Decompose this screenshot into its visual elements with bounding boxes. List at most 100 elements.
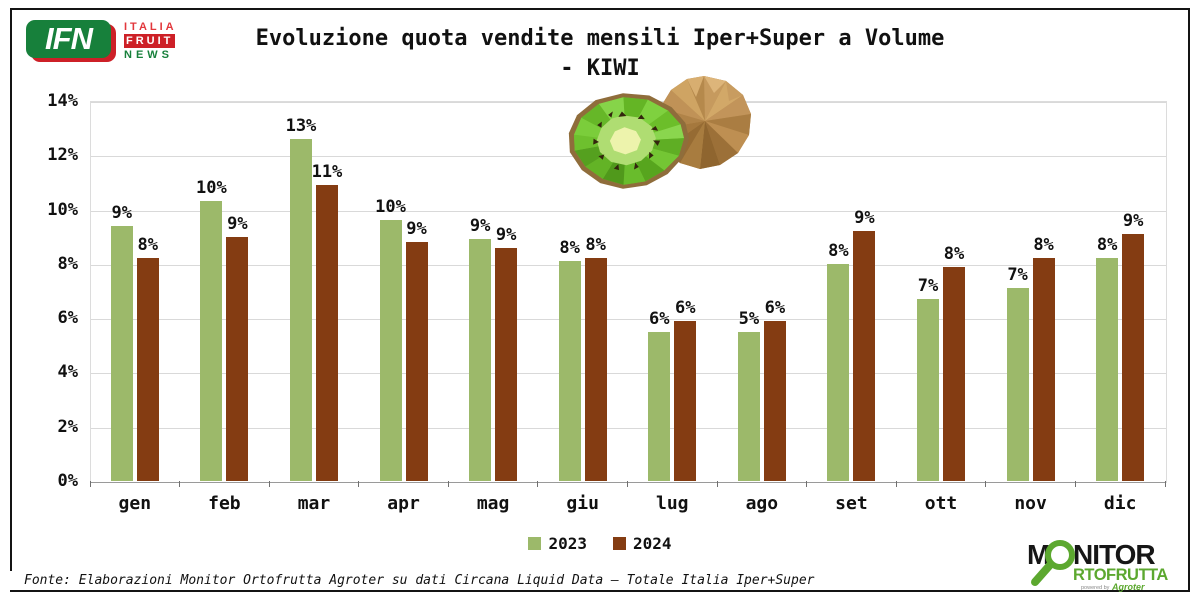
bar-group-ott: 7% 8% xyxy=(896,101,986,481)
magnifier-icon xyxy=(1045,540,1075,570)
bar-label-2023-apr: 10% xyxy=(375,197,406,218)
gridline xyxy=(91,210,1166,212)
x-axis-tick xyxy=(1074,481,1076,487)
x-axis-label-dic: dic xyxy=(1103,493,1137,514)
bar-2024-ott xyxy=(942,266,965,481)
bar-2023-dic xyxy=(1096,258,1119,481)
x-axis-tick xyxy=(627,481,628,487)
kiwi-illustration-icon xyxy=(568,76,751,189)
bar-label-2023-set: 8% xyxy=(828,240,849,261)
legend-item-2023: 2023 xyxy=(528,534,587,553)
x-axis-label-mar: mar xyxy=(297,493,331,514)
svg-text:NITOR: NITOR xyxy=(1073,539,1155,570)
gridline xyxy=(91,319,1166,321)
svg-text:powered by: powered by xyxy=(1081,585,1110,591)
x-axis-tick xyxy=(447,481,449,487)
ifn-italia-label: ITALIA xyxy=(124,21,177,33)
x-axis-tick xyxy=(716,481,718,487)
bar-2023-apr xyxy=(379,220,402,481)
bar-label-2023-mar: 13% xyxy=(285,116,317,136)
x-axis-label-giu: giu xyxy=(566,493,599,514)
legend-label: 2023 xyxy=(548,534,587,553)
x-axis-label-mag: mag xyxy=(476,493,510,514)
x-axis-label-ott: ott xyxy=(924,493,958,514)
bar-group-giu: 8% 8% xyxy=(538,101,628,481)
bar-2023-giu xyxy=(558,261,581,481)
y-axis-label: 12% xyxy=(47,145,78,166)
bar-group-mag: 9% 9% xyxy=(448,101,538,481)
bar-label-2024-mar: 11% xyxy=(311,162,343,183)
gridline xyxy=(91,264,1166,266)
bar-label-2023-mag: 9% xyxy=(469,216,491,237)
bar-group-nov: 7% 8% xyxy=(986,101,1076,481)
bars-row: 9% 8% 10% 9% 13% 11% 10% 9% 9% 9% 8% 8% 6% 6% 5% 6% 8% 9%… xyxy=(90,101,1165,481)
gridline xyxy=(91,427,1166,429)
bar-2023-nov xyxy=(1006,288,1029,481)
bar-2023-mar xyxy=(289,139,312,481)
svg-text:RTOFRUTTA: RTOFRUTTA xyxy=(1073,566,1168,584)
monitor-ortofrutta-logo: M NITOR RTOFRUTTA powered by Agroter xyxy=(1027,539,1169,592)
bar-2024-giu xyxy=(584,258,607,481)
bar-label-2023-lug: 6% xyxy=(649,308,670,329)
x-axis-tick xyxy=(358,481,360,487)
x-axis-tick xyxy=(985,481,987,487)
bar-2024-lug xyxy=(674,320,697,481)
x-axis-label-gen: gen xyxy=(118,493,152,514)
bar-2024-nov xyxy=(1032,258,1055,481)
bar-label-2023-dic: 8% xyxy=(1096,235,1118,256)
bar-label-2024-gen: 8% xyxy=(137,235,159,256)
bar-2024-mar xyxy=(315,185,338,481)
bar-group-set: 8% 9% xyxy=(807,101,897,481)
x-axis-tick xyxy=(1164,481,1166,487)
svg-text:M: M xyxy=(1027,539,1049,570)
chart-legend: 2023 2024 xyxy=(12,534,1188,553)
legend-item-2024: 2024 xyxy=(613,534,672,553)
bar-label-2024-dic: 9% xyxy=(1122,211,1144,231)
bar-label-2023-gen: 9% xyxy=(111,202,133,223)
ifn-abbr: IFN xyxy=(45,21,93,56)
svg-text:Agroter: Agroter xyxy=(1111,582,1145,592)
chart-frame: IFN ITALIA FRUIT NEWS Evoluzione quota v… xyxy=(10,8,1190,592)
ifn-logo: IFN ITALIA FRUIT NEWS xyxy=(26,18,196,66)
x-axis-tick xyxy=(806,481,808,487)
bar-2023-lug xyxy=(648,331,671,481)
bar-label-2024-giu: 8% xyxy=(585,235,606,256)
y-axis-label: 10% xyxy=(47,199,78,220)
chart-title-line2: - KIWI xyxy=(560,56,640,81)
bar-group-mar: 13% 11% xyxy=(269,101,359,481)
bar-2024-ago xyxy=(763,320,786,481)
bar-label-2024-lug: 6% xyxy=(675,297,696,318)
bar-2024-mag xyxy=(495,247,518,481)
x-axis-label-nov: nov xyxy=(1014,493,1047,514)
bar-group-feb: 10% 9% xyxy=(180,101,270,481)
bar-label-2023-feb: 10% xyxy=(196,178,227,199)
bar-2024-apr xyxy=(405,242,428,481)
bar-label-2024-mag: 9% xyxy=(495,224,517,245)
bar-group-lug: 6% 6% xyxy=(627,101,717,481)
bar-label-2023-nov: 7% xyxy=(1007,265,1028,286)
legend-swatch-2024 xyxy=(613,537,626,550)
bar-2024-dic xyxy=(1122,234,1145,481)
x-axis-tick xyxy=(895,481,897,487)
x-axis-labels: gen feb mar apr mag giu lug ago set ott nov dic xyxy=(90,493,1165,514)
y-axis-label: 14% xyxy=(47,91,78,111)
bar-2024-gen xyxy=(136,258,159,481)
x-axis-label-lug: lug xyxy=(656,493,689,514)
y-axis-label: 2% xyxy=(57,416,78,437)
x-axis-tick xyxy=(89,481,91,487)
bar-label-2023-giu: 8% xyxy=(559,238,580,259)
bar-label-2024-feb: 9% xyxy=(227,213,248,234)
x-axis-label-apr: apr xyxy=(387,493,420,514)
bar-2023-ott xyxy=(916,299,939,481)
y-axis-label: 0% xyxy=(57,471,78,491)
bar-2023-gen xyxy=(110,225,133,481)
gridline xyxy=(91,373,1166,375)
bar-2024-feb xyxy=(226,236,249,481)
ifn-news-label: NEWS xyxy=(124,49,173,61)
bar-group-dic: 8% 9% xyxy=(1075,101,1165,481)
bar-label-2024-nov: 8% xyxy=(1033,235,1054,256)
bar-group-apr: 10% 9% xyxy=(359,101,449,481)
legend-label: 2024 xyxy=(633,534,672,553)
bar-label-2024-ott: 8% xyxy=(943,243,965,264)
y-axis-label: 8% xyxy=(57,253,78,274)
